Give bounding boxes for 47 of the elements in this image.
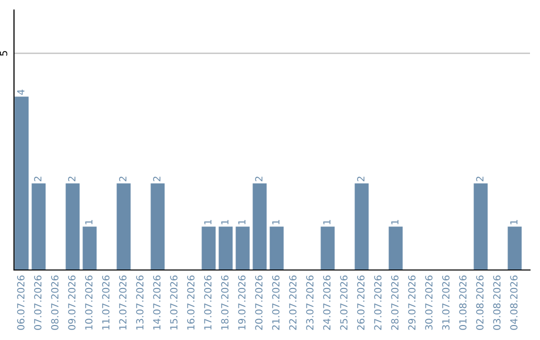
x-tick-label: 19.07.2026 [238, 275, 246, 330]
data-label: 1 [323, 220, 330, 224]
data-label: 2 [476, 176, 484, 182]
x-tick-label: 27.07.2026 [374, 275, 382, 330]
data-label: 1 [391, 220, 398, 224]
data-label: 2 [34, 176, 42, 182]
data-label: 1 [221, 220, 228, 224]
data-label: 2 [68, 176, 76, 182]
x-tick-label: 06.07.2026 [17, 275, 24, 330]
y-tick-label: 5 [0, 51, 8, 56]
data-label: 1 [272, 220, 280, 224]
x-tick-label: 22.07.2026 [289, 275, 296, 330]
data-label: 1 [510, 220, 518, 224]
x-tick-label: 11.07.2026 [102, 275, 110, 330]
x-tick-label: 13.07.2026 [136, 275, 144, 330]
x-tick-label: 08.07.2026 [51, 275, 58, 330]
x-tick-label: 14.07.2026 [153, 275, 160, 330]
x-tick-label: 10.07.2026 [85, 275, 92, 330]
x-tick-label: 12.07.2026 [119, 275, 126, 330]
x-tick-label: 17.07.2026 [204, 275, 212, 330]
x-tick-label: 18.07.2026 [221, 275, 228, 330]
x-tick-label: 02.08.2026 [476, 275, 484, 330]
data-label: 4 [17, 90, 24, 95]
x-tick-label: 15.07.2026 [170, 275, 178, 330]
data-label: 2 [357, 176, 364, 182]
data-label: 2 [153, 176, 160, 182]
x-tick-label: 07.07.2026 [34, 275, 42, 330]
x-tick-label: 21.07.2026 [272, 275, 280, 330]
x-tick-label: 23.07.2026 [306, 275, 314, 330]
x-tick-label: 03.08.2026 [493, 275, 501, 330]
x-tick-label: 26.07.2026 [357, 275, 365, 330]
x-tick-label: 31.07.2026 [442, 275, 450, 330]
x-tick-label: 28.07.2026 [391, 275, 399, 330]
x-tick-label: 04.08.2026 [510, 275, 518, 330]
x-tick-label: 24.07.2026 [323, 275, 330, 330]
x-tick-label: 09.07.2026 [68, 275, 76, 330]
x-tick-label: 16.07.2026 [187, 275, 194, 330]
data-label: 1 [204, 220, 212, 224]
x-tick-label: 25.07.2026 [340, 275, 348, 330]
data-label: 2 [255, 176, 262, 182]
x-tick-label: 29.07.2026 [408, 275, 416, 330]
data-label: 1 [85, 220, 92, 224]
x-tick-label: 30.07.2026 [425, 275, 433, 330]
data-label: 2 [119, 176, 126, 182]
data-label: 1 [238, 220, 246, 224]
x-tick-label: 20.07.2026 [255, 275, 262, 330]
x-tick-label: 01.08.2026 [459, 275, 467, 330]
